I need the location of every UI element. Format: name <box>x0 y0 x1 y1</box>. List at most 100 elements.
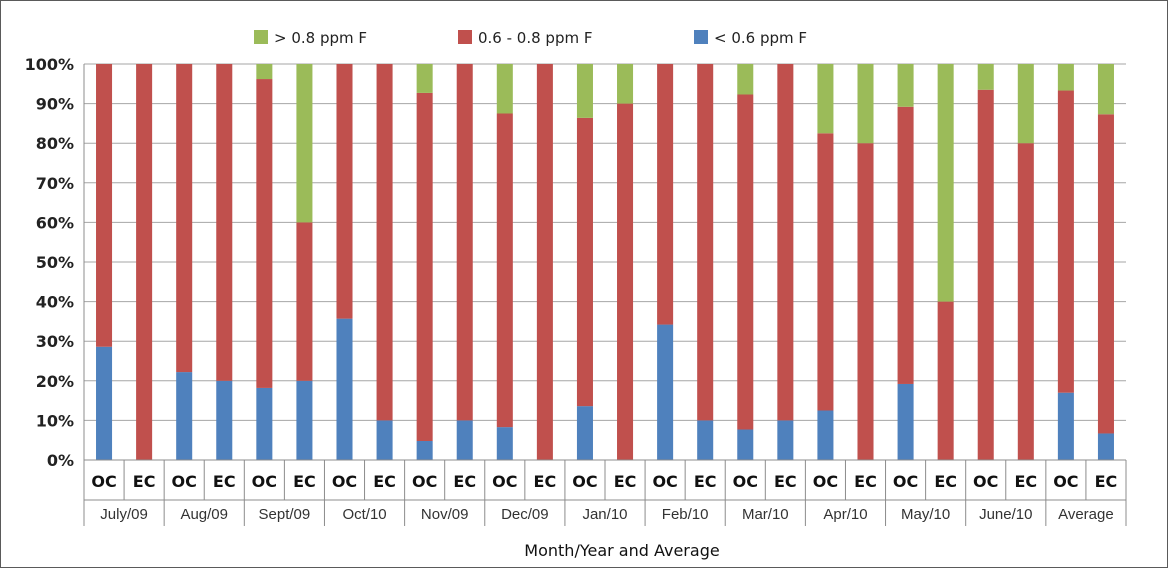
x-subcategory-label: EC <box>293 472 316 491</box>
x-group-label: Dec/09 <box>501 506 549 523</box>
legend-label: 0.6 - 0.8 ppm F <box>478 29 592 47</box>
bar-segment <box>897 383 914 460</box>
x-subcategory-label: OC <box>733 472 758 491</box>
x-subcategory-label: OC <box>332 472 357 491</box>
bar-segment <box>857 143 874 460</box>
x-subcategory-label: OC <box>893 472 918 491</box>
bar-segment <box>416 92 433 441</box>
bar-segment <box>1097 64 1114 115</box>
x-subcategory-label: EC <box>534 472 557 491</box>
x-group-label: Feb/10 <box>662 506 709 523</box>
bars <box>96 64 1114 461</box>
legend-swatch <box>694 30 708 44</box>
x-subcategory-label: EC <box>1014 472 1037 491</box>
bar-segment <box>1057 90 1074 393</box>
bar-segment <box>697 420 714 460</box>
bar-segment <box>96 64 113 347</box>
x-subcategory-label: OC <box>172 472 197 491</box>
x-subcategory-label: EC <box>453 472 476 491</box>
bar-segment <box>817 133 834 411</box>
x-subcategory-label: OC <box>973 472 998 491</box>
bar-segment <box>977 64 994 90</box>
bar-segment <box>496 427 513 460</box>
x-axis: OC EC OC EC OC EC OC EC OC EC OC EC OC EC OC EC OC EC OC EC… <box>83 459 1127 526</box>
bar-segment <box>376 64 393 421</box>
legend-swatch <box>254 30 268 44</box>
y-tick-label: 30% <box>36 332 74 351</box>
bar-segment <box>1057 392 1074 460</box>
bar-segment <box>576 406 593 460</box>
x-group-label: July/09 <box>100 506 148 523</box>
x-subcategory-label: OC <box>492 472 517 491</box>
y-tick-label: 80% <box>36 134 74 153</box>
y-tick-label: 0% <box>47 451 74 470</box>
bar-segment <box>296 380 313 460</box>
x-group-label: Jan/10 <box>582 506 627 523</box>
bar-segment <box>336 318 353 460</box>
bar-segment <box>576 117 593 407</box>
bar-segment <box>216 380 233 460</box>
bar-segment <box>176 64 193 373</box>
bar-segment <box>416 440 433 460</box>
legend: > 0.8 ppm F 0.6 - 0.8 ppm F < 0.6 ppm F <box>254 29 807 47</box>
y-tick-label: 90% <box>36 95 74 114</box>
bar-segment <box>617 64 634 104</box>
bar-segment <box>216 64 233 381</box>
x-subcategory-label: OC <box>412 472 437 491</box>
x-group-label: Apr/10 <box>823 506 867 523</box>
x-subcategory-label: EC <box>934 472 957 491</box>
bar-segment <box>376 420 393 460</box>
x-group-label: May/10 <box>901 506 950 523</box>
y-tick-label: 70% <box>36 174 74 193</box>
bar-segment <box>336 64 353 319</box>
bar-segment <box>1017 64 1034 144</box>
legend-label: > 0.8 ppm F <box>274 29 367 47</box>
y-tick-label: 60% <box>36 213 74 232</box>
bar-segment <box>576 64 593 118</box>
x-subcategory-label: OC <box>813 472 838 491</box>
x-subcategory-label: EC <box>373 472 396 491</box>
x-subcategory-label: EC <box>694 472 717 491</box>
bar-segment <box>617 103 634 460</box>
bar-segment <box>1057 64 1074 91</box>
bar-segment <box>737 64 754 95</box>
bar-segment <box>296 64 313 223</box>
bar-segment <box>416 64 433 93</box>
x-subcategory-label: EC <box>854 472 877 491</box>
bar-segment <box>96 346 113 460</box>
bar-segment <box>657 324 674 460</box>
bar-segment <box>897 64 914 107</box>
gridlines <box>84 63 1126 461</box>
x-subcategory-label: EC <box>133 472 156 491</box>
bar-segment <box>777 64 794 421</box>
bar-segment <box>897 106 914 384</box>
y-tick-label: 50% <box>36 253 74 272</box>
bar-segment <box>536 64 553 460</box>
bar-segment <box>937 64 954 302</box>
bar-segment <box>256 387 273 460</box>
bar-segment <box>977 89 994 461</box>
x-group-label: Mar/10 <box>742 506 789 523</box>
x-subcategory-label: OC <box>252 472 277 491</box>
x-group-label: Sept/09 <box>259 506 311 523</box>
x-subcategory-label: EC <box>213 472 236 491</box>
bar-segment <box>817 64 834 134</box>
bar-segment <box>496 113 513 428</box>
bar-segment <box>657 64 674 325</box>
x-axis-title: Month/Year and Average <box>524 541 719 560</box>
bar-segment <box>697 64 714 421</box>
bar-segment <box>1017 143 1034 460</box>
x-group-label: June/10 <box>979 506 1032 523</box>
x-group-label: Aug/09 <box>180 506 228 523</box>
x-group-label: Nov/09 <box>421 506 469 523</box>
x-subcategory-label: EC <box>1095 472 1118 491</box>
bar-segment <box>256 79 273 388</box>
legend-label: < 0.6 ppm F <box>714 29 807 47</box>
bar-segment <box>496 64 513 114</box>
x-subcategory-label: EC <box>614 472 637 491</box>
bar-segment <box>1097 114 1114 434</box>
bar-segment <box>456 420 473 460</box>
legend-swatch <box>458 30 472 44</box>
y-tick-label: 40% <box>36 293 74 312</box>
bar-segment <box>136 64 153 460</box>
